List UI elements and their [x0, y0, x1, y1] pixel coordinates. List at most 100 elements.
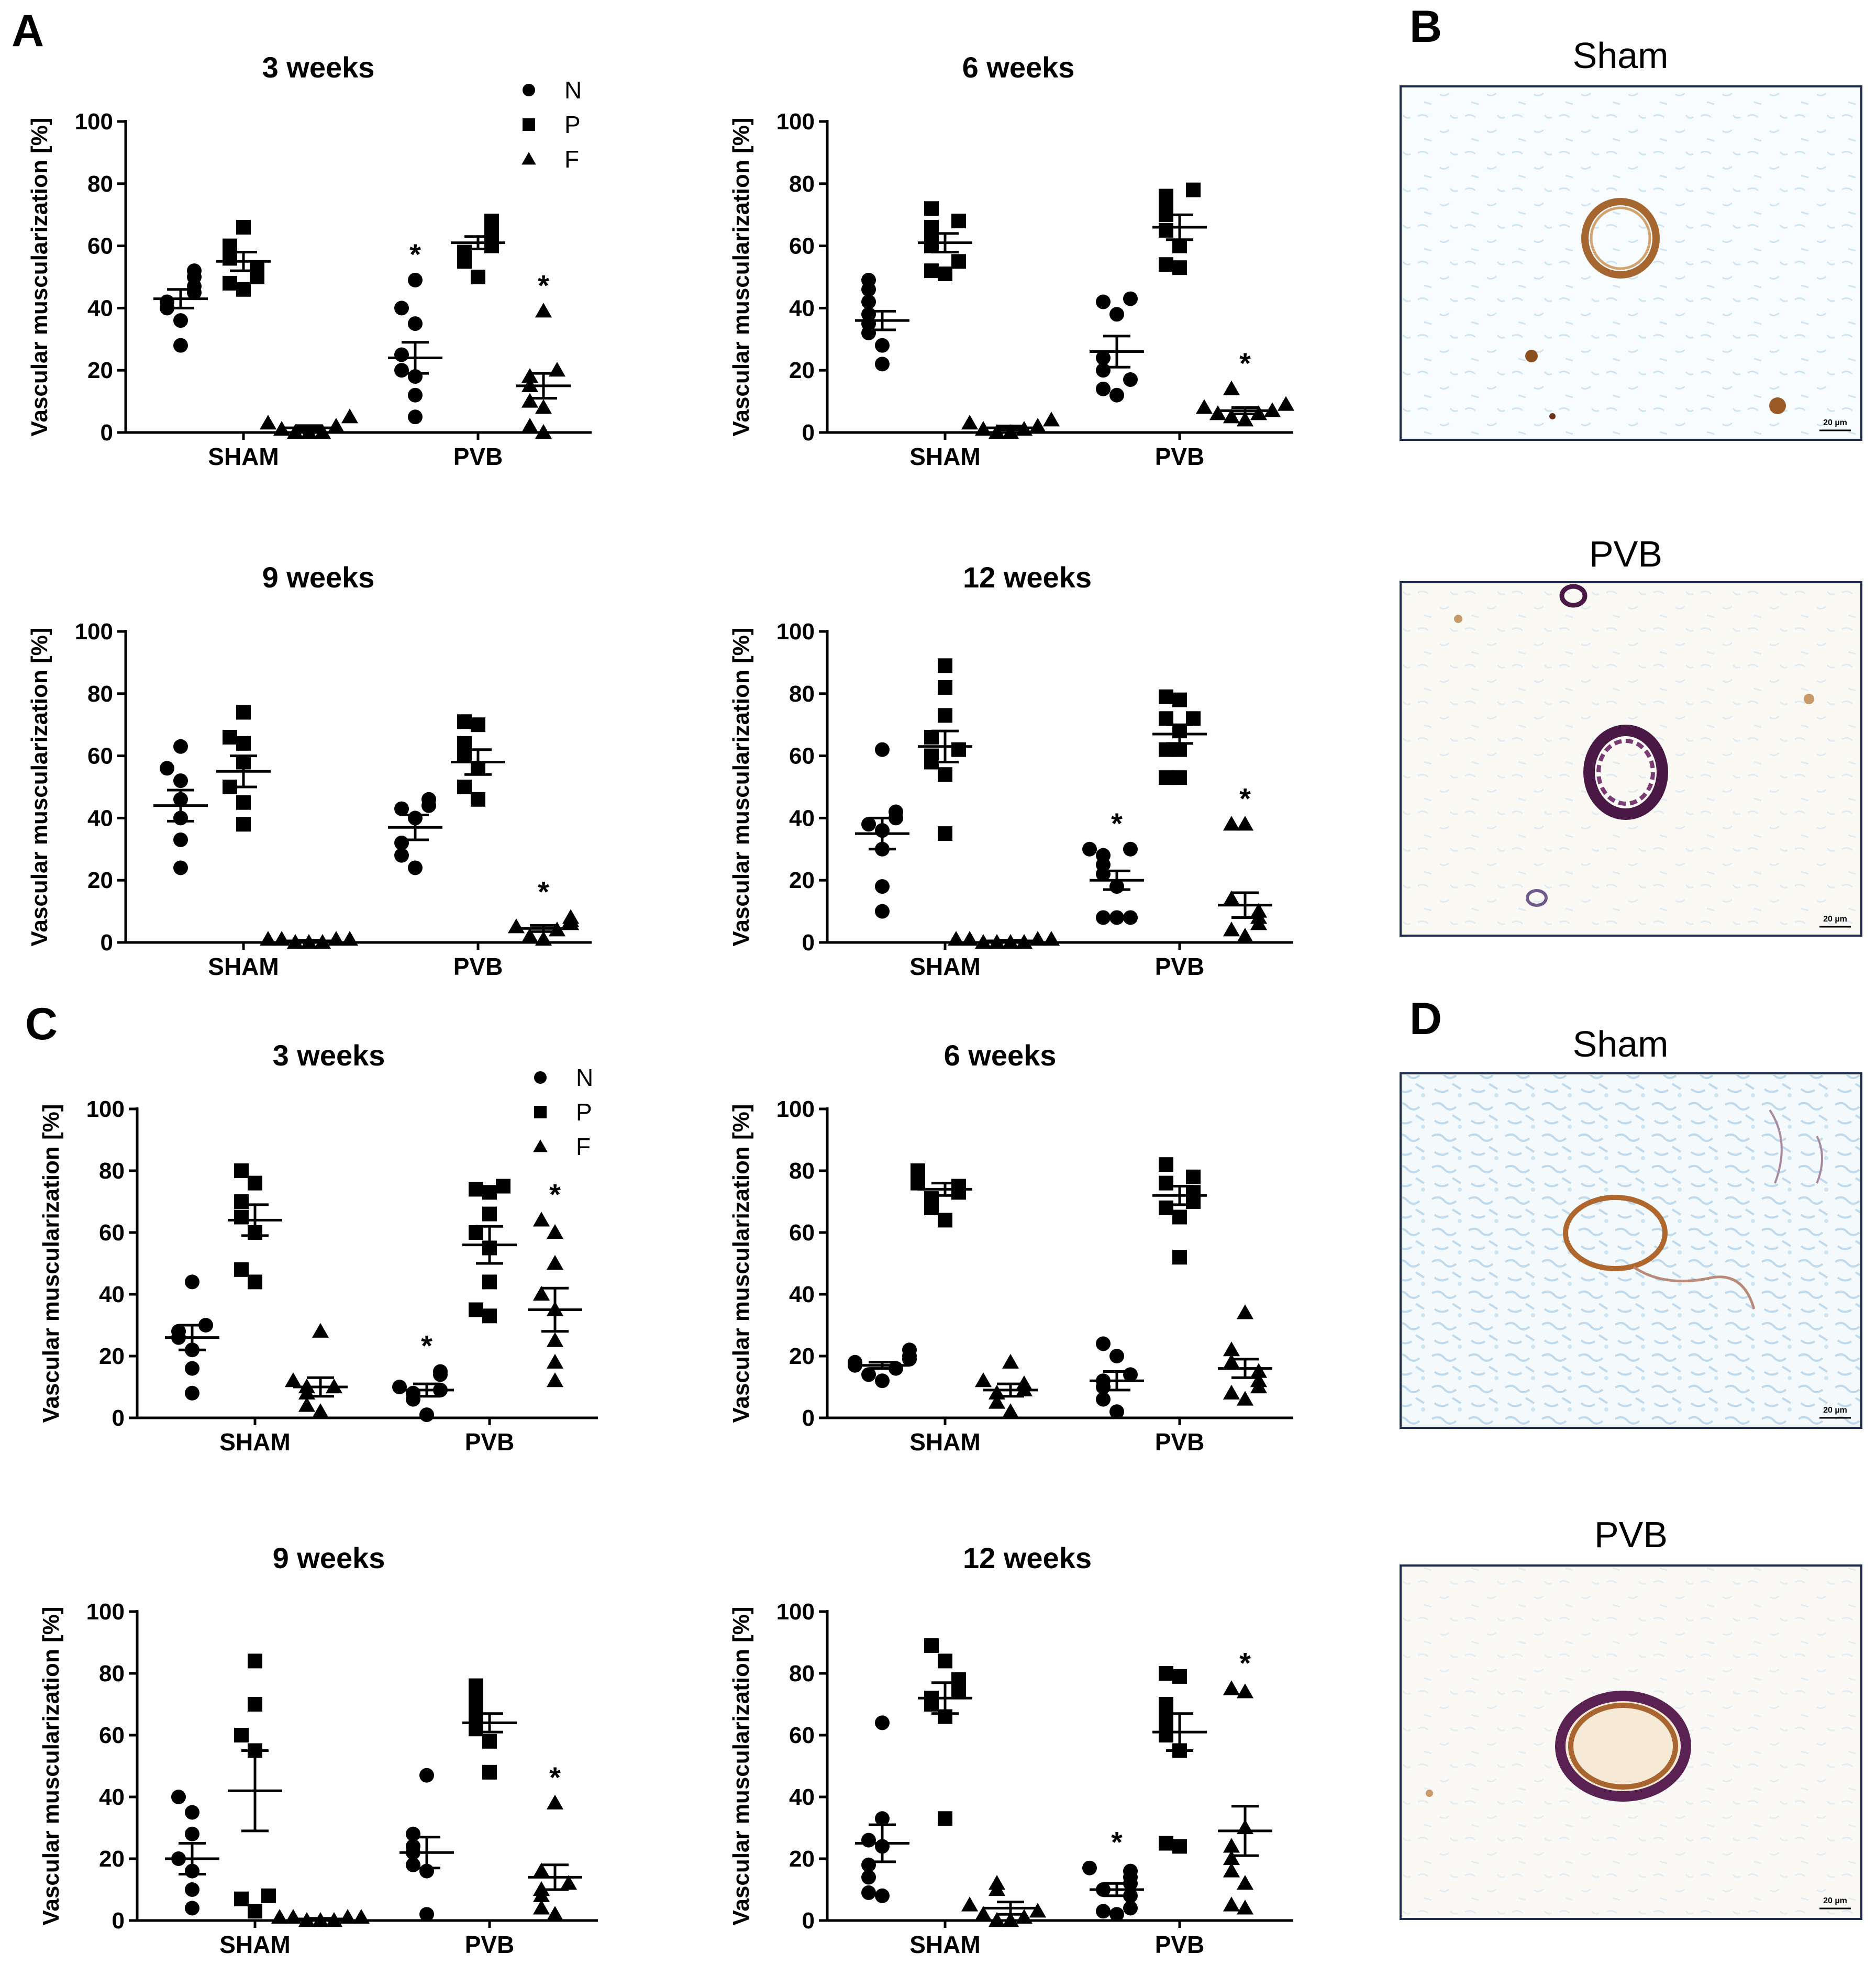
data-point	[173, 739, 188, 754]
data-point	[1159, 1175, 1173, 1191]
y-tick-label: 60	[789, 234, 815, 259]
data-point	[457, 748, 472, 763]
data-point	[961, 1896, 979, 1912]
data-point	[1123, 1863, 1138, 1879]
vessel-ring	[1581, 198, 1660, 279]
data-point	[1236, 816, 1254, 831]
data-point	[546, 1255, 564, 1270]
y-tick-label: 100	[75, 619, 113, 645]
significance-star: *	[549, 1761, 561, 1794]
data-point	[924, 219, 939, 235]
data-point	[185, 1385, 199, 1401]
data-point	[496, 1179, 510, 1194]
data-point	[988, 1394, 1006, 1409]
data-point	[1109, 387, 1124, 403]
data-point	[1082, 1860, 1097, 1875]
y-tick-label: 100	[86, 1599, 125, 1625]
data-point	[1277, 396, 1295, 411]
data-point	[248, 1904, 262, 1919]
chart-9-weeks-a: 9 weeks Vascular muscularization [%] 0 20 40…	[27, 561, 592, 980]
vessel-ring-inner	[1590, 206, 1651, 270]
data-point	[234, 1194, 249, 1209]
data-point	[1042, 930, 1060, 946]
data-point	[1172, 260, 1187, 275]
data-point	[938, 1213, 952, 1228]
data-point	[1223, 1384, 1240, 1400]
data-point	[421, 792, 436, 807]
x-category-label: PVB	[465, 1931, 515, 1958]
data-point	[482, 1185, 497, 1200]
data-point	[1159, 1836, 1173, 1851]
y-tick-label: 80	[789, 681, 815, 707]
y-tick-label: 40	[99, 1282, 125, 1307]
y-tick-label: 40	[87, 295, 113, 321]
vessel-ring-inner	[1596, 739, 1655, 806]
data-point	[457, 780, 472, 794]
data-point	[1172, 1209, 1187, 1225]
data-point	[1096, 294, 1111, 309]
data-point	[234, 1262, 249, 1277]
data-point	[875, 1811, 890, 1826]
data-point	[848, 1355, 862, 1370]
data-point	[521, 928, 539, 943]
data-point	[938, 826, 952, 841]
y-tick-label: 0	[112, 1405, 125, 1431]
data-point	[457, 736, 472, 751]
data-point	[1172, 1839, 1187, 1854]
data-point	[546, 1353, 564, 1369]
data-point	[521, 393, 539, 408]
data-point	[507, 918, 525, 934]
data-point	[185, 1882, 199, 1897]
data-point	[1042, 412, 1060, 427]
chart-title: 6 weeks	[962, 51, 1075, 84]
data-point	[160, 761, 174, 776]
data-point	[1223, 1838, 1240, 1853]
y-tick-label: 20	[87, 868, 113, 893]
data-point	[1015, 1909, 1033, 1924]
data-point	[1223, 1341, 1240, 1357]
data-point	[408, 387, 423, 403]
data-point	[1109, 1349, 1124, 1363]
x-category-label: SHAM	[909, 1428, 980, 1456]
chart-12-weeks-c: 12 weeks Vascular muscularization [%] 0 20 4…	[728, 1541, 1293, 1958]
data-point	[974, 1906, 992, 1921]
data-point	[261, 1888, 276, 1903]
y-tick-label: 80	[99, 1661, 125, 1686]
x-category-label: PVB	[453, 953, 503, 980]
legend-marker	[533, 1139, 548, 1152]
data-point	[234, 1163, 249, 1178]
data-point	[1109, 910, 1124, 925]
y-tick-label: 100	[86, 1096, 125, 1122]
data-point	[546, 1794, 564, 1809]
significance-star: *	[421, 1329, 432, 1362]
data-point	[938, 1811, 952, 1826]
data-point	[394, 363, 409, 378]
data-point	[284, 1909, 302, 1924]
data-point	[1029, 1903, 1047, 1918]
x-category-label: PVB	[1155, 1931, 1205, 1958]
data-point	[341, 930, 359, 946]
y-tick-label: 100	[75, 109, 113, 135]
data-point	[327, 930, 345, 946]
stain-spot	[1454, 615, 1462, 623]
chart-12-weeks-a: 12 weeks Vascular muscularization [%] 0 20 4…	[728, 561, 1293, 980]
chart-title: 6 weeks	[944, 1039, 1057, 1072]
data-point	[532, 1212, 550, 1227]
stain-spot	[1426, 1790, 1433, 1797]
x-category-label: PVB	[1155, 953, 1205, 980]
data-point	[1186, 182, 1201, 197]
data-point	[1123, 1901, 1138, 1916]
data-point	[861, 294, 876, 309]
data-point	[562, 909, 580, 924]
x-category-label: SHAM	[208, 443, 279, 470]
chart-9-weeks-c: 9 weeks Vascular muscularization [%] 0 20 40…	[38, 1541, 598, 1958]
vessel-ring-inner	[1568, 1703, 1678, 1790]
x-category-label: SHAM	[909, 1931, 980, 1958]
y-tick-label: 100	[776, 1599, 815, 1625]
y-tick-label: 40	[87, 805, 113, 831]
y-tick-label: 60	[87, 743, 113, 769]
data-point	[1096, 1904, 1111, 1919]
data-point	[236, 736, 251, 751]
data-point	[1002, 1403, 1019, 1418]
chart-title: 9 weeks	[273, 1541, 385, 1574]
